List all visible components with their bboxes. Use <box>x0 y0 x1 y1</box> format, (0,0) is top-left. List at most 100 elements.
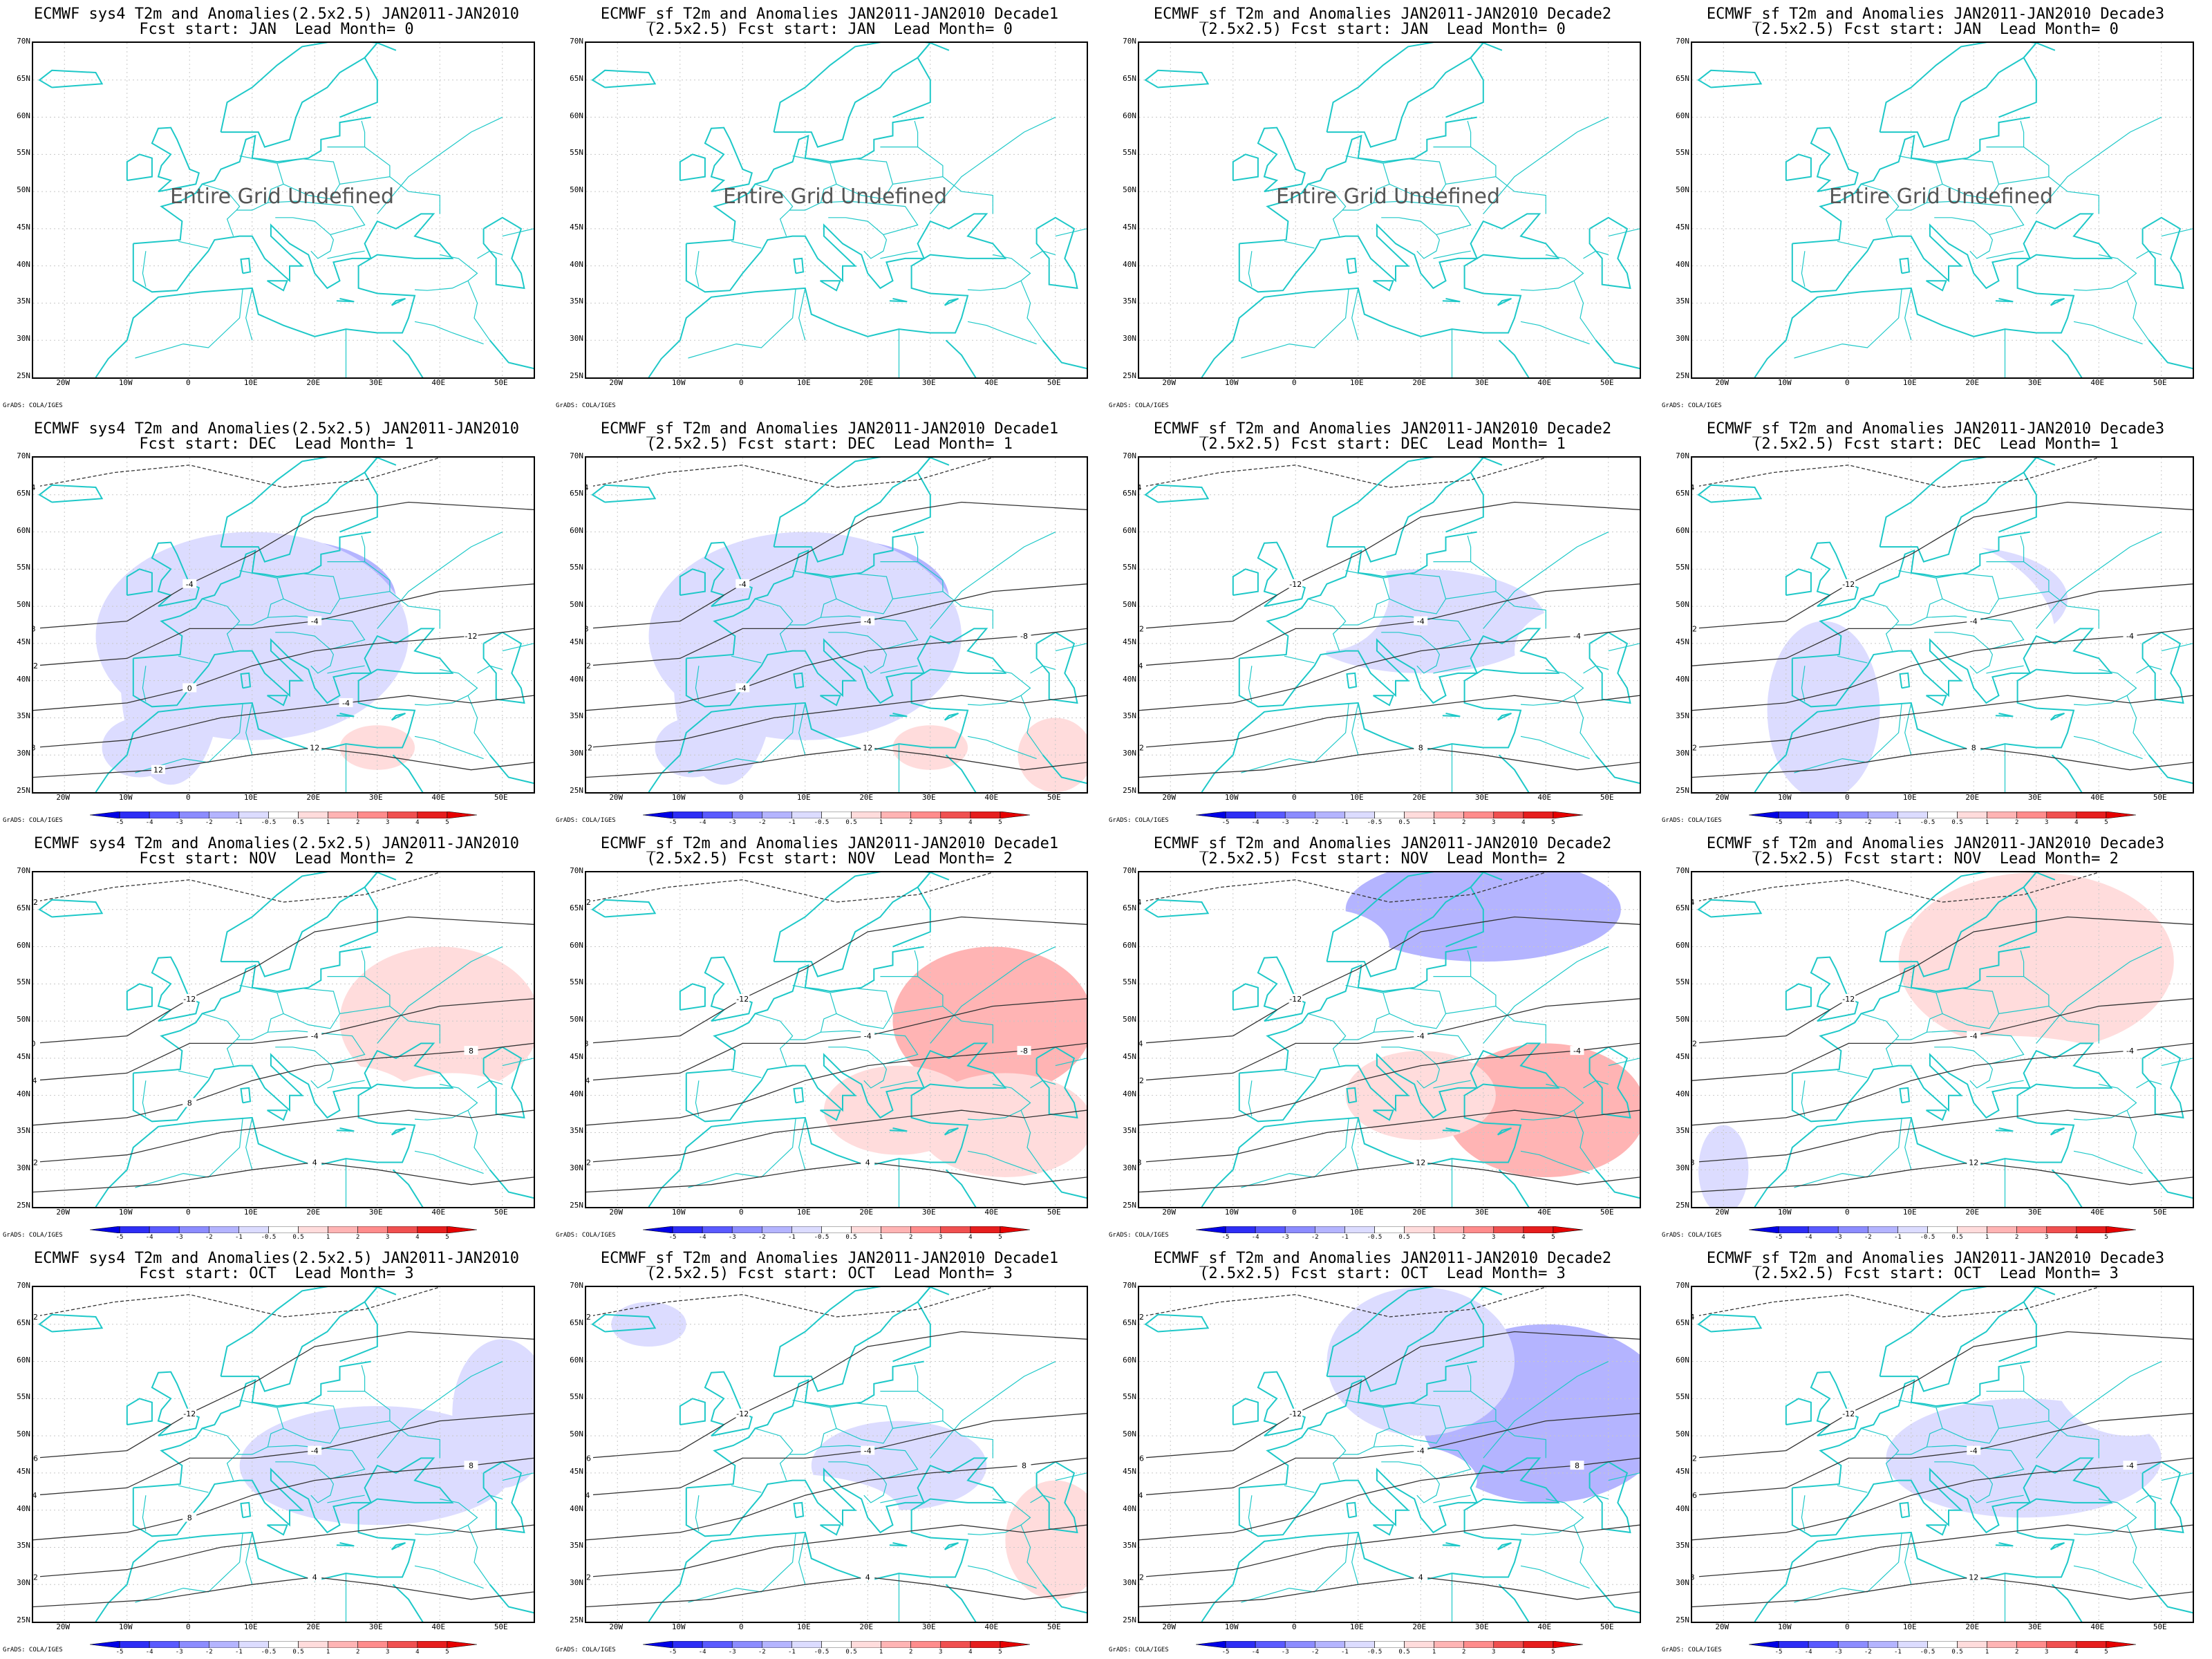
colorbar: -5 -4 -3 -2 -1 -0.5 0.5 1 2 3 4 5 <box>1749 1226 2136 1241</box>
panel-title: ECMWF_sf T2m and Anomalies JAN2011-JAN20… <box>1706 835 2165 852</box>
coastline <box>2051 339 2083 377</box>
coastline <box>1144 484 1210 503</box>
contour-label-bg <box>1692 1490 1699 1500</box>
temperature-contour <box>586 695 1087 749</box>
colorbar-label: -5 <box>1221 819 1230 826</box>
colorbar-swatch <box>357 1641 388 1648</box>
coastline <box>1239 531 1477 659</box>
country-border <box>1445 176 1546 214</box>
contour-label-bg <box>1692 897 1699 907</box>
latitude-label: 30N <box>1123 1578 1136 1588</box>
colorbar-label: -1 <box>787 1234 796 1241</box>
coastline <box>1498 754 1530 792</box>
temperature-contour <box>1692 583 2193 666</box>
colorbar-label: 4 <box>968 1649 973 1656</box>
contour-label: -8 <box>1020 1047 1028 1056</box>
country-border <box>1374 200 1472 236</box>
coastline <box>1257 956 1306 1022</box>
temperature-contour <box>1139 695 1640 749</box>
contour-label: 12 <box>310 743 319 752</box>
contour-label: -4 <box>1573 1047 1581 1056</box>
grads-credit: GrADS: COLA/IGES <box>1109 402 1169 409</box>
country-border <box>1433 950 1472 977</box>
colorbar-label: 0.5 <box>845 1234 857 1241</box>
contour-label-bg <box>861 742 875 752</box>
longitude-label: 20E <box>306 378 321 387</box>
map-panel: ECMWF_sf T2m and Anomalies JAN2011-JAN20… <box>553 415 1106 830</box>
colorbar-swatch <box>1523 1641 1554 1648</box>
colorbar-swatch <box>238 1226 269 1233</box>
contour-label-bg <box>182 1098 197 1107</box>
latitude-label: 50N <box>570 1015 583 1024</box>
country-border <box>1969 649 1994 674</box>
coastline <box>489 1584 534 1614</box>
colorbar-label: -3 <box>728 1234 736 1241</box>
contour-label: 4 <box>312 1158 317 1167</box>
colorbar-label: 4 <box>415 1649 420 1656</box>
contour-label-bg <box>586 624 593 633</box>
colorbar-label: -1 <box>1893 819 1902 826</box>
colorbar-swatch <box>417 1226 448 1233</box>
coastline <box>220 458 379 563</box>
temperature-contour <box>1692 501 2193 630</box>
latitude-label: 50N <box>17 185 30 195</box>
colorbar-swatch <box>1493 1226 1524 1233</box>
contour-label-bg <box>33 742 40 752</box>
temperature-contour <box>586 1042 1087 1126</box>
panel-title: ECMWF_sf T2m and Anomalies JAN2011-JAN20… <box>1153 835 1612 852</box>
contour-label: 8 <box>1971 743 1976 752</box>
latitude-label: 55N <box>1676 1392 1689 1402</box>
longitude-label: 30E <box>2027 378 2042 387</box>
colorbar: -5 -4 -3 -2 -1 -0.5 0.5 1 2 3 4 5 <box>1196 1641 1583 1656</box>
latitude-label: 35N <box>1676 1126 1689 1136</box>
latitude-label: 40N <box>17 1503 30 1513</box>
coastline <box>151 956 200 1022</box>
colorbar-label: -3 <box>175 1649 183 1656</box>
country-border <box>202 1427 241 1481</box>
contour-label-bg <box>308 1031 322 1040</box>
colorbar-label: 3 <box>386 1649 390 1656</box>
anomaly-shading <box>1898 872 2174 1051</box>
longitude-label: 0 <box>1291 1208 1297 1217</box>
country-border <box>930 1361 1056 1459</box>
colorbar: -5 -4 -3 -2 -1 -0.5 0.5 1 2 3 4 5 <box>1749 1641 2136 1656</box>
coastline <box>889 1127 908 1132</box>
country-border <box>142 251 147 287</box>
contour-label: 8 <box>1022 1461 1027 1470</box>
colorbar-swatch <box>821 812 852 818</box>
contour-label-bg <box>586 482 593 492</box>
map-area: -12 -4 -4 12 8 4 12 <box>1691 456 2194 794</box>
longitude-label: 10W <box>671 793 686 802</box>
contour-label-bg <box>1139 1312 1146 1322</box>
colorbar-swatch <box>2046 1641 2077 1648</box>
coastline <box>679 153 706 181</box>
contour-label-bg <box>861 1031 875 1040</box>
latitude-label: 40N <box>1676 674 1689 684</box>
coastline <box>1239 116 1477 245</box>
country-border <box>2036 532 2162 629</box>
anomaly-shading <box>465 718 534 792</box>
contour-label: -4 <box>311 617 319 626</box>
latitude-label: 35N <box>17 297 30 306</box>
country-border <box>967 1083 1031 1121</box>
latitude-label: 50N <box>570 185 583 195</box>
longitude-label: 0 <box>1844 793 1850 802</box>
coastline <box>2148 339 2193 370</box>
grads-credit: GrADS: COLA/IGES <box>556 1647 616 1653</box>
longitude-label: 10E <box>796 1208 811 1217</box>
country-border <box>1351 1532 1359 1585</box>
contour-label: 12 <box>1692 1039 1697 1048</box>
colorbar-swatch <box>387 1226 418 1233</box>
latitude-label: 40N <box>1676 259 1689 269</box>
latitude-label: 70N <box>570 37 583 46</box>
colorbar-swatch <box>1553 1641 1583 1648</box>
latitude-label: 35N <box>17 1126 30 1136</box>
colorbar-label: 4 <box>1521 1649 1526 1656</box>
coastline <box>892 872 950 948</box>
colorbar-label: 0.5 <box>1951 819 1963 826</box>
country-border <box>1861 183 1900 236</box>
country-border <box>1801 251 1806 287</box>
contour-label-bg <box>1414 1572 1428 1582</box>
latitude-label: 50N <box>17 600 30 610</box>
colorbar-label: 2 <box>1461 1649 1466 1656</box>
